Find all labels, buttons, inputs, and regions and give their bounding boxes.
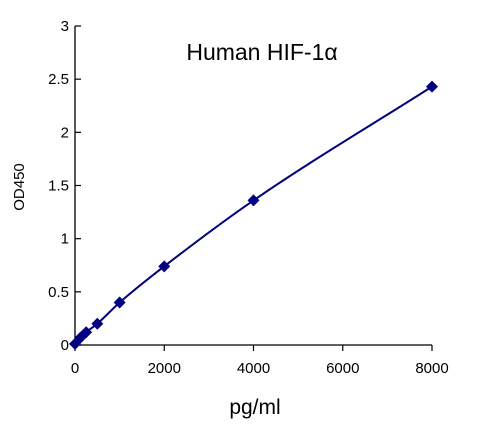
x-tick-label: 2000 bbox=[148, 360, 181, 377]
data-point bbox=[158, 260, 171, 273]
y-axis-label: OD450 bbox=[11, 163, 28, 211]
data-point bbox=[113, 296, 126, 309]
y-tick-label: 2 bbox=[61, 124, 69, 141]
data-point bbox=[80, 326, 93, 339]
x-tick-label: 6000 bbox=[326, 360, 359, 377]
data-point bbox=[91, 317, 104, 330]
data-point bbox=[247, 194, 260, 207]
trend-line bbox=[74, 85, 433, 345]
x-tick-label: 4000 bbox=[237, 360, 270, 377]
y-tick-label: 1.5 bbox=[48, 178, 69, 195]
x-tick-label: 0 bbox=[71, 360, 79, 377]
data-points bbox=[69, 80, 438, 350]
y-tick-label: 2.5 bbox=[48, 71, 69, 88]
y-tick-label: 1 bbox=[61, 231, 69, 248]
data-point bbox=[426, 80, 438, 93]
axes: 0 0.5 1 1.5 2 2.5 3 0 2000 4000 6000 8000 bbox=[48, 18, 449, 377]
trend-line-group bbox=[74, 85, 433, 345]
x-axis-label: pg/ml bbox=[229, 396, 280, 419]
y-tick-label: 0.5 bbox=[48, 284, 69, 301]
chart-title: Human HIF-1α bbox=[186, 39, 337, 65]
y-tick-label: 3 bbox=[61, 18, 69, 35]
y-tick-label: 0 bbox=[61, 337, 69, 354]
x-tick-label: 8000 bbox=[415, 360, 448, 377]
